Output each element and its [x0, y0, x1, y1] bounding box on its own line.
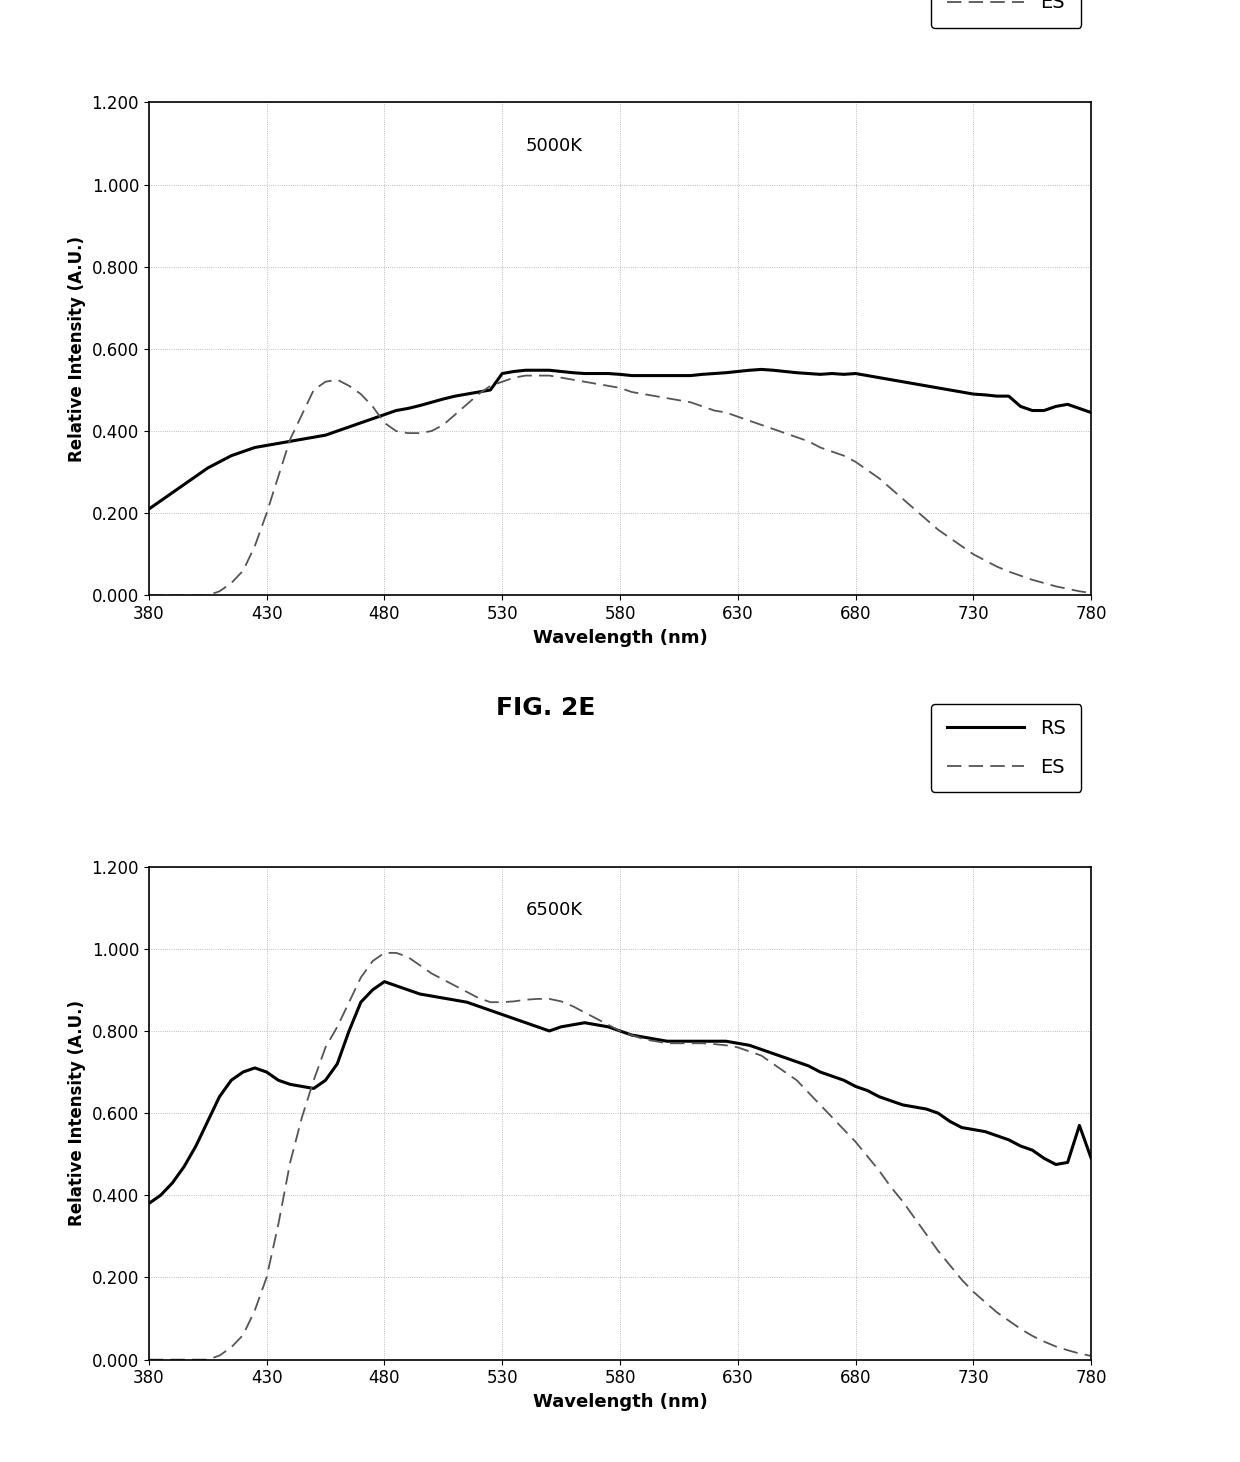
Y-axis label: Relative Intensity (A.U.): Relative Intensity (A.U.): [68, 1000, 86, 1227]
Y-axis label: Relative Intensity (A.U.): Relative Intensity (A.U.): [68, 235, 86, 462]
Text: 6500K: 6500K: [526, 901, 583, 920]
Text: FIG. 2E: FIG. 2E: [496, 696, 595, 721]
Text: 5000K: 5000K: [526, 137, 583, 155]
X-axis label: Wavelength (nm): Wavelength (nm): [533, 629, 707, 646]
Legend: RS, ES: RS, ES: [931, 703, 1081, 792]
X-axis label: Wavelength (nm): Wavelength (nm): [533, 1393, 707, 1411]
Legend: RS, ES: RS, ES: [931, 0, 1081, 28]
